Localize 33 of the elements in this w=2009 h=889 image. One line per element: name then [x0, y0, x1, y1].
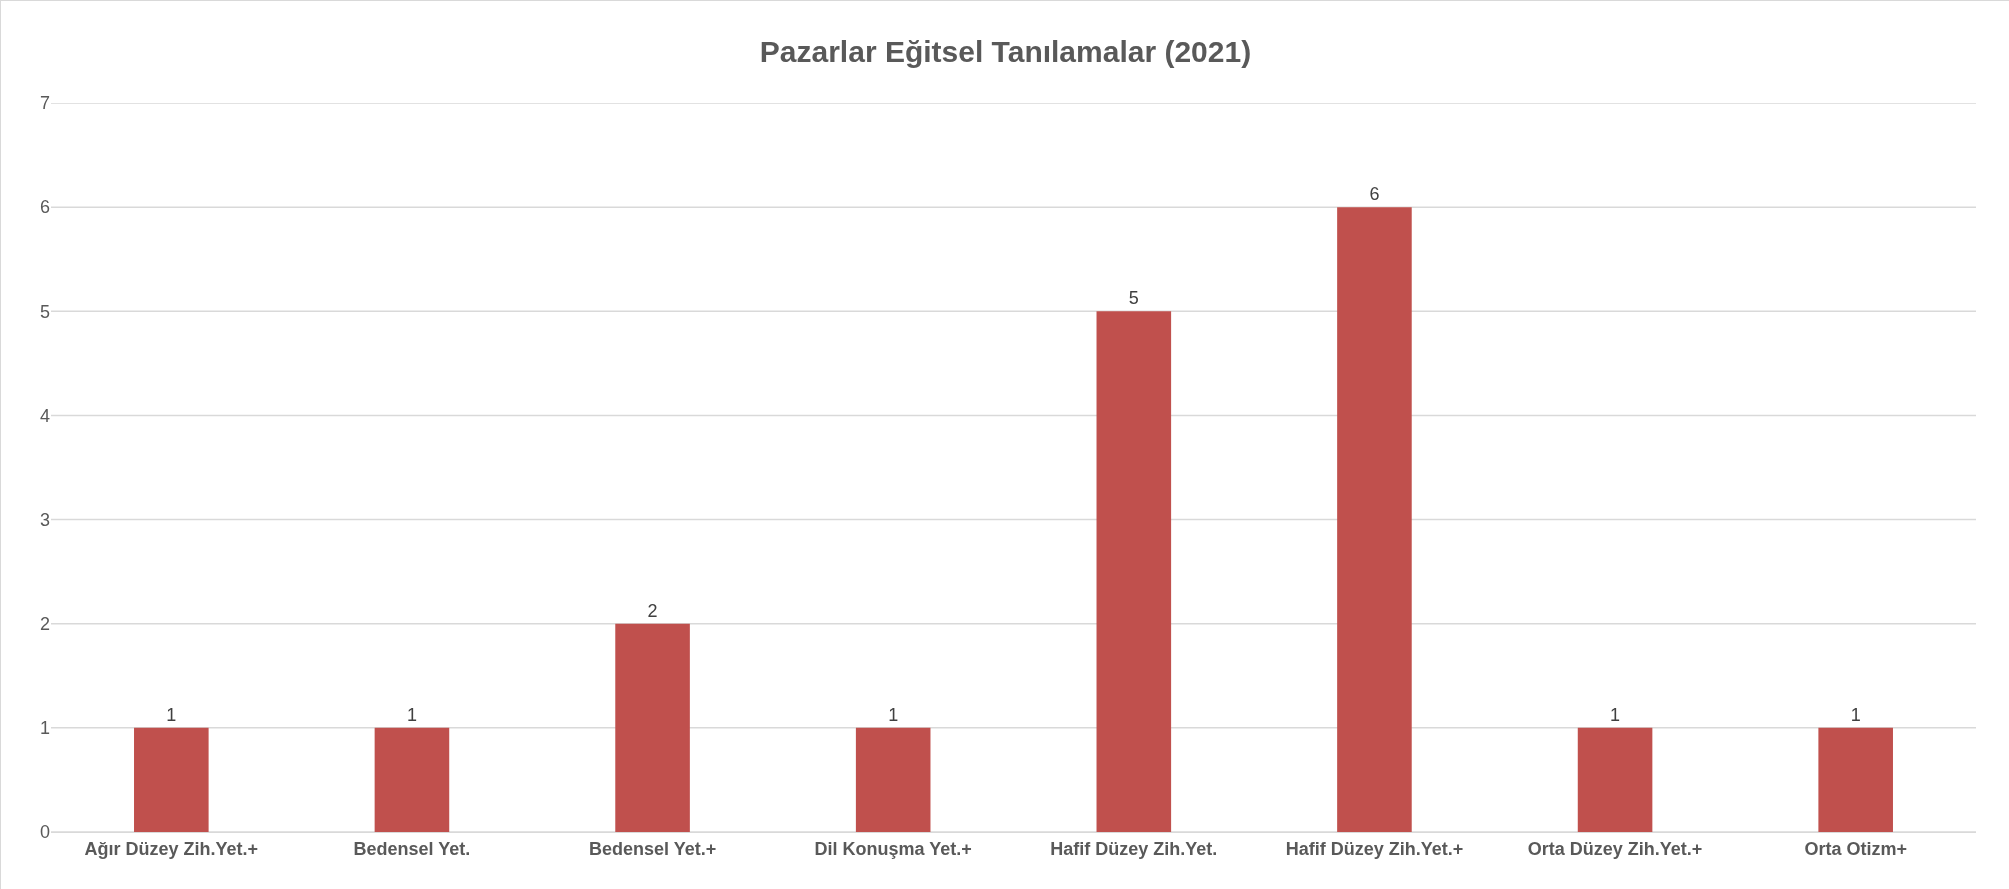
- x-tick-label: Bedensel Yet.: [353, 838, 471, 859]
- y-tick-label: 4: [39, 405, 50, 426]
- bar: [1577, 727, 1653, 832]
- bar: [1096, 311, 1172, 832]
- y-tick-label: 7: [39, 93, 50, 114]
- x-tick-label: Ağır Düzey Zih.Yet.+: [84, 838, 259, 859]
- x-tick-label: Hafif Düzey Zih.Yet.: [1050, 838, 1218, 859]
- data-label: 1: [888, 704, 899, 725]
- data-label: 2: [647, 600, 658, 621]
- y-tick-label: 3: [39, 509, 50, 530]
- bar: [855, 727, 931, 832]
- bar: [1818, 727, 1893, 832]
- x-tick-label: Hafif Düzey Zih.Yet.+: [1285, 838, 1464, 859]
- y-tick-label: 2: [39, 614, 50, 635]
- y-tick-label: 5: [39, 301, 50, 322]
- y-tick-label: 6: [39, 197, 50, 218]
- data-label: 1: [1850, 704, 1861, 725]
- bar: [615, 623, 690, 832]
- bar: [134, 727, 209, 832]
- y-tick-label: 0: [39, 822, 50, 843]
- data-label: 5: [1128, 288, 1139, 309]
- data-label: 1: [406, 704, 417, 725]
- data-label: 1: [166, 704, 177, 725]
- data-label: 1: [1610, 704, 1621, 725]
- chart-title: Pazarlar Eğitsel Tanılamalar (2021): [759, 35, 1252, 69]
- x-tick-label: Orta Otizm+: [1804, 838, 1907, 859]
- y-tick-label: 1: [39, 718, 50, 739]
- bar: [374, 727, 450, 832]
- x-tick-label: Orta Düzey Zih.Yet.+: [1527, 838, 1703, 859]
- bar: [1337, 207, 1412, 832]
- x-tick-label: Bedensel Yet.+: [588, 838, 717, 859]
- data-label: 6: [1369, 184, 1380, 205]
- x-tick-label: Dil Konuşma Yet.+: [814, 838, 972, 859]
